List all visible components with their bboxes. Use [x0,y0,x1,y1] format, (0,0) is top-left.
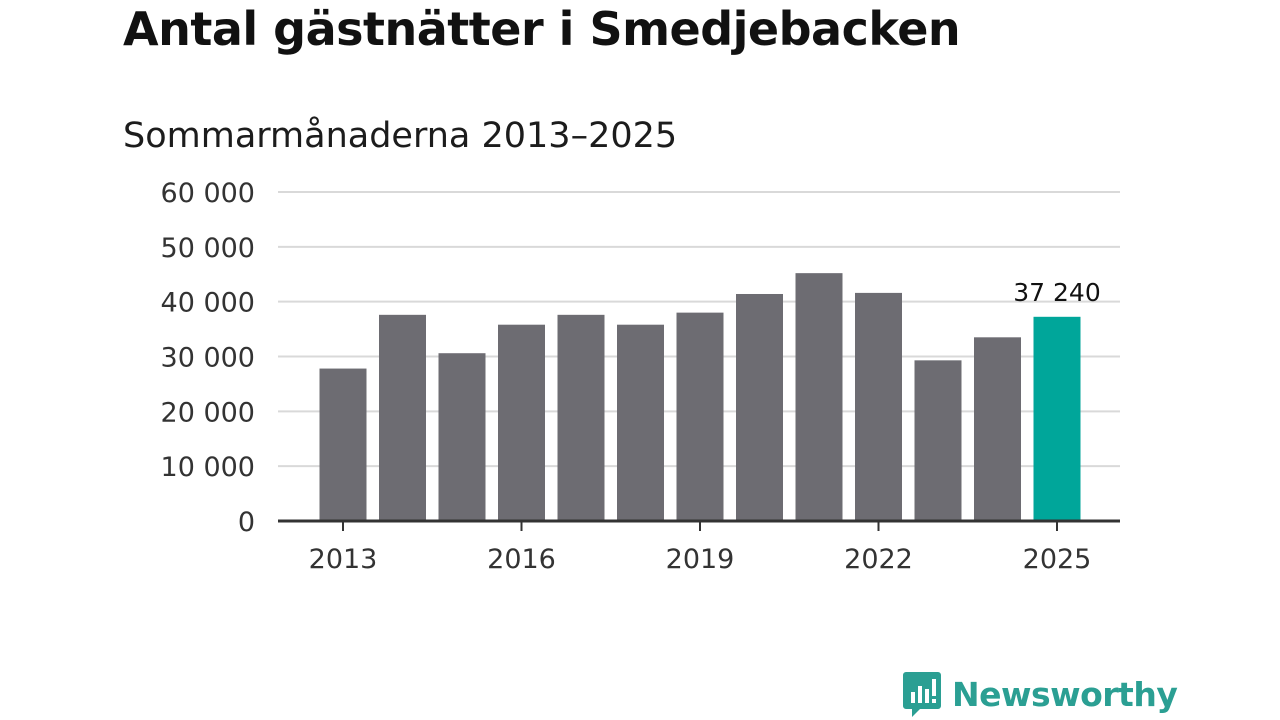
y-tick-label: 0 [238,507,255,538]
x-tick-label: 2016 [487,544,556,575]
newsworthy-logo: Newsworthy [902,670,1178,718]
y-tick-label: 50 000 [161,233,255,264]
x-tick-label: 2019 [666,544,735,575]
bar-2024 [974,337,1021,521]
bar-2021 [795,273,843,521]
bar-2017 [557,314,605,521]
bars [319,273,1081,521]
chart-subtitle: Sommarmånaderna 2013–2025 [123,116,678,156]
bar-2019 [676,312,724,521]
x-tick-label: 2013 [309,544,378,575]
data-labels: 37 240 [1013,278,1100,307]
x-axis-ticks: 2013 2016 2019 2022 2025 [309,521,1092,575]
bar-2025 [1033,316,1081,521]
x-tick-label: 2022 [844,544,913,575]
bar-2015 [438,353,486,521]
bar-2020 [736,293,783,521]
bar-2022 [855,292,902,521]
y-tick-label: 60 000 [161,178,255,209]
bar-2014 [379,314,426,521]
brand-name: Newsworthy [952,674,1178,714]
y-tick-label: 30 000 [161,343,255,374]
bar-2023 [914,360,962,521]
x-tick-label: 2025 [1023,544,1092,575]
data-label-2025: 37 240 [1013,278,1100,307]
y-tick-label: 20 000 [161,397,255,428]
newsworthy-logo-icon [903,672,941,717]
bar-2018 [617,324,664,521]
y-axis-ticks: 0 10 000 20 000 30 000 40 000 50 000 60 000 [161,178,255,538]
y-tick-label: 10 000 [161,452,255,483]
chart-title: Antal gästnätter i Smedjebacken [123,2,961,56]
bar-2013 [319,368,367,521]
y-tick-label: 40 000 [161,288,255,319]
bar-2016 [498,324,545,521]
